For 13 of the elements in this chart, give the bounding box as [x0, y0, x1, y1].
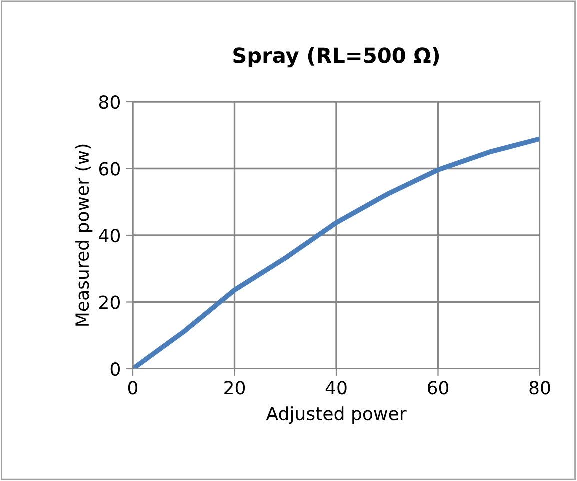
y-tick-label: 80 — [99, 95, 120, 110]
x-tick-label: 0 — [128, 381, 138, 395]
y-tick-label: 0 — [110, 362, 120, 376]
y-tick-label: 60 — [99, 162, 120, 176]
y-tick-label: 20 — [100, 296, 120, 310]
x-axis-title: Adjusted power — [266, 406, 407, 424]
x-tick-label: 80 — [530, 381, 550, 395]
chart-title: Spray (RL=500 Ω) — [234, 47, 440, 68]
y-tick-label: 40 — [99, 228, 120, 243]
x-tick-label: 60 — [428, 381, 449, 395]
y-axis-title: Measured power (w) — [75, 144, 93, 326]
x-tick-label: 20 — [224, 381, 246, 395]
x-tick-label: 40 — [326, 381, 347, 395]
